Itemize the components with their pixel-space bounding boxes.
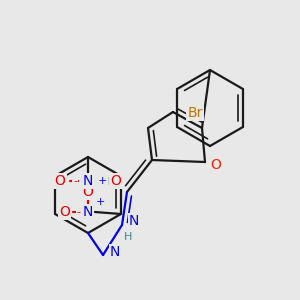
Text: +: + [96, 197, 106, 207]
Text: N: N [83, 174, 93, 188]
Text: N: N [83, 205, 93, 219]
Text: O: O [59, 205, 70, 219]
Text: N: N [110, 245, 120, 259]
Text: H: H [101, 177, 109, 187]
Text: Br: Br [188, 106, 203, 120]
Text: H: H [124, 232, 132, 242]
Text: +: + [97, 176, 107, 186]
Text: N: N [129, 214, 139, 228]
Text: -: - [73, 176, 77, 186]
Text: O: O [82, 185, 93, 199]
Text: -: - [77, 207, 81, 217]
Text: O: O [111, 174, 122, 188]
Text: O: O [55, 174, 65, 188]
Text: O: O [211, 158, 221, 172]
